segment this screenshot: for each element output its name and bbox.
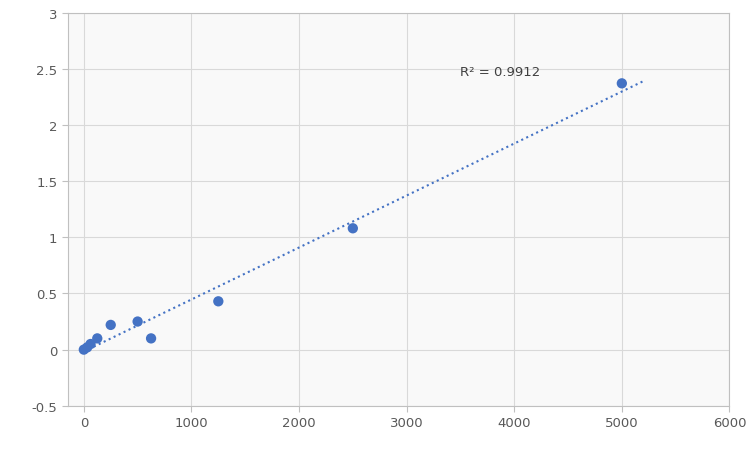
Point — [91, 335, 103, 342]
Point — [132, 318, 144, 326]
Point — [145, 335, 157, 342]
Point — [105, 322, 117, 329]
Point — [77, 346, 89, 354]
Point — [81, 344, 93, 351]
Point — [84, 341, 96, 348]
Point — [212, 298, 224, 305]
Point — [616, 81, 628, 88]
Text: R² = 0.9912: R² = 0.9912 — [460, 65, 541, 78]
Point — [347, 225, 359, 232]
